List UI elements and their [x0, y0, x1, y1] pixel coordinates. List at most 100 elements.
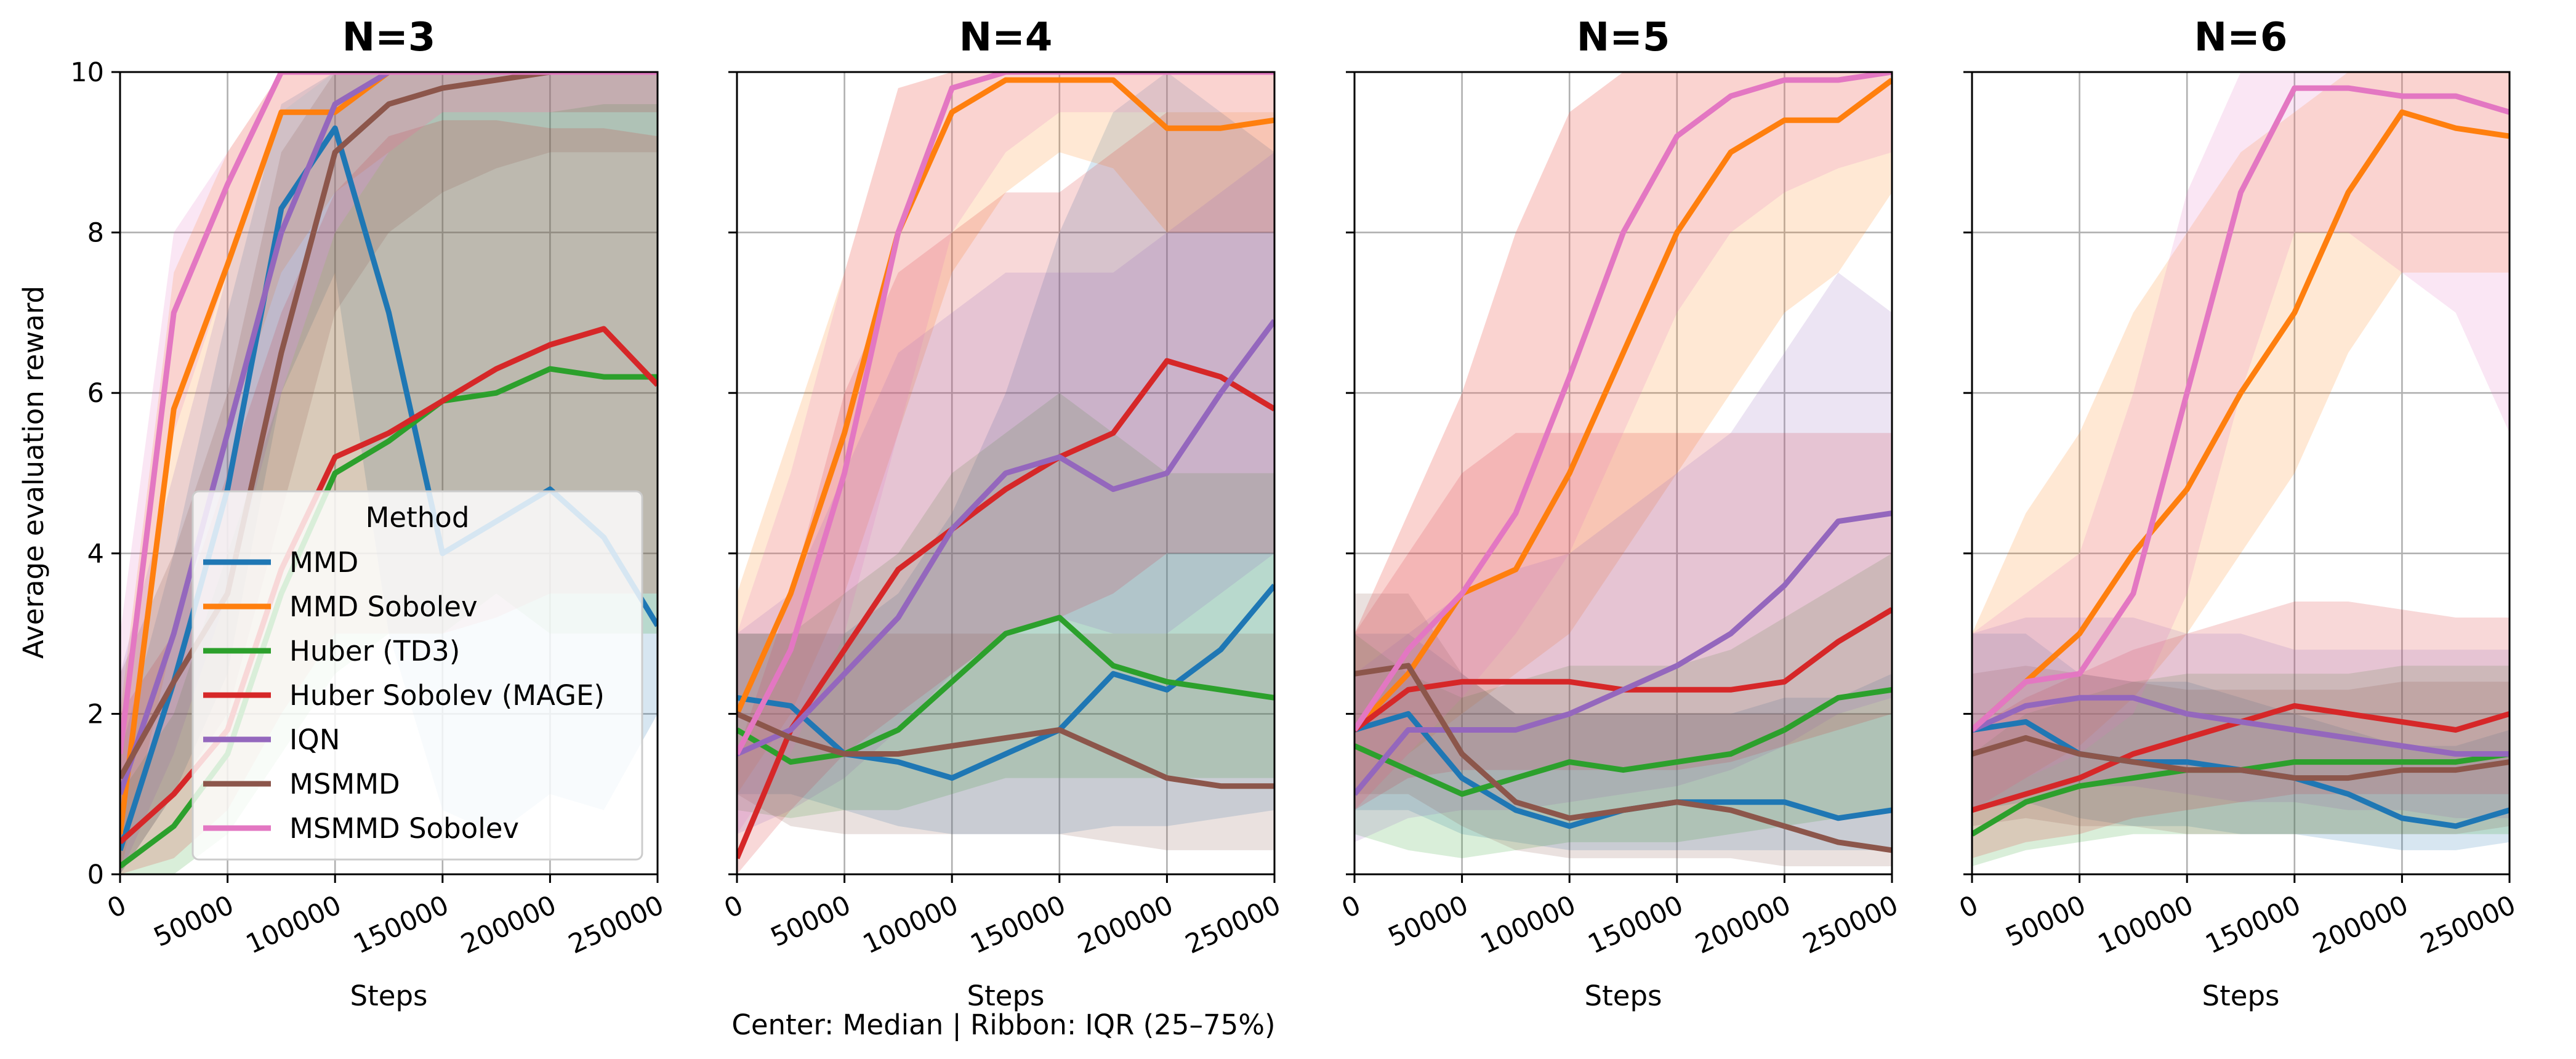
axes-frame	[1971, 71, 2511, 876]
iqr-ribbon-huber-sobolev-mage	[1972, 602, 2510, 858]
iqr-ribbon-huber-sobolev-mage	[1354, 433, 1892, 810]
legend-entry-msmmd: MSMMD	[203, 768, 400, 800]
x-axis-label: Steps	[350, 980, 428, 1012]
panel-n-5: 0 50000 100000 150000 200000 250000 N=5 Steps	[1337, 15, 1903, 1012]
y-tick-label: 4	[87, 539, 104, 570]
iqr-ribbon-iqn	[120, 72, 658, 874]
x-tick-label: 50000	[766, 890, 855, 953]
iqr-ribbon-msmmd-sobolev	[1972, 72, 2510, 810]
iqr-ribbon-msmmd	[120, 72, 658, 874]
iqr-ribbon-mmd-sobolev	[1972, 72, 2510, 810]
figure-footer: Center: Median | Ribbon: IQR (25–75%)	[731, 1009, 1275, 1041]
median-line-mmd-sobolev	[737, 77, 1274, 715]
median-line-huber-td3	[737, 614, 1274, 765]
median-line-mmd-sobolev	[1354, 78, 1892, 732]
legend-entry-mmd: MMD	[203, 546, 358, 579]
x-tick-label: 50000	[149, 890, 238, 953]
x-tick-label: 100000	[858, 890, 963, 960]
x-tick-label: 150000	[1584, 890, 1688, 960]
median-line-msmmd-sobolev	[120, 72, 658, 755]
x-tick-label: 200000	[1073, 890, 1178, 960]
x-tick-label: 200000	[2308, 890, 2413, 960]
x-tick-label: 0	[103, 890, 131, 925]
legend-entry-huber-sobolev-mage: Huber Sobolev (MAGE)	[203, 679, 605, 712]
iqr-ribbon-iqn	[737, 152, 1274, 834]
x-tick-label: 200000	[456, 890, 561, 960]
median-line-mmd-sobolev	[120, 72, 658, 835]
median-line-mmd	[737, 584, 1274, 781]
legend-label: MMD Sobolev	[289, 590, 478, 623]
y-tick-label: 2	[87, 699, 104, 730]
median-line-mmd-sobolev	[1972, 109, 2510, 732]
legend-label: MSMMD	[289, 768, 400, 800]
panel-title: N=3	[342, 15, 436, 60]
iqr-ribbon-mmd-sobolev	[1354, 72, 1892, 810]
iqr-ribbon-mmd-sobolev	[120, 72, 658, 874]
median-line-msmmd-sobolev	[737, 72, 1274, 755]
x-tick-label: 0	[720, 890, 748, 925]
axes-frame	[119, 71, 659, 876]
panel-n-4: 0 50000 100000 150000 200000 250000 N=4 Steps	[720, 15, 1286, 1012]
legend-entry-mmd-sobolev: MMD Sobolev	[203, 590, 478, 623]
x-tick-label: 100000	[2093, 890, 2198, 960]
iqr-ribbon-msmmd-sobolev	[1354, 72, 1892, 810]
iqr-ribbon-mmd-sobolev	[737, 72, 1274, 794]
median-line-huber-td3	[1354, 687, 1892, 797]
iqr-ribbon-huber-td3	[737, 393, 1274, 818]
x-tick-label: 100000	[1476, 890, 1580, 960]
y-tick-label: 10	[70, 57, 104, 88]
x-tick-label: 0	[1337, 890, 1366, 925]
iqr-ribbon-msmmd-sobolev	[737, 72, 1274, 834]
median-line-msmmd	[737, 711, 1274, 789]
y-axis-label: Average evaluation reward	[17, 286, 50, 659]
iqr-ribbon-huber-sobolev-mage	[737, 112, 1274, 874]
legend-label: MSMMD Sobolev	[289, 812, 519, 845]
iqr-ribbon-huber-td3	[1354, 553, 1892, 858]
x-tick-label: 200000	[1691, 890, 1795, 960]
plot-area	[1972, 72, 2510, 866]
x-tick-label: 250000	[2416, 890, 2521, 960]
x-axis-label: Steps	[1585, 980, 1662, 1012]
x-tick-label: 50000	[1383, 890, 1473, 953]
legend-entry-msmmd-sobolev: MSMMD Sobolev	[203, 812, 519, 845]
median-line-iqn	[1972, 695, 2510, 757]
x-tick-label: 150000	[966, 890, 1071, 960]
iqr-ribbon-msmmd	[1354, 594, 1892, 866]
x-tick-label: 150000	[349, 890, 454, 960]
legend-title: Method	[366, 501, 470, 534]
y-tick-label: 8	[87, 218, 104, 249]
median-line-iqn	[737, 319, 1274, 757]
median-line-msmmd-sobolev	[1354, 72, 1892, 732]
x-tick-label: 50000	[2001, 890, 2090, 953]
legend-label: MMD	[289, 546, 358, 579]
x-tick-label: 250000	[1181, 890, 1286, 960]
median-line-msmmd-sobolev	[1972, 85, 2510, 732]
y-tick-label: 6	[87, 378, 104, 409]
legend-entry-huber-td3: Huber (TD3)	[203, 635, 460, 667]
axes-frame	[736, 71, 1276, 876]
x-tick-label: 150000	[2201, 890, 2306, 960]
plot-area	[1354, 72, 1892, 866]
legend-label: Huber (TD3)	[289, 635, 460, 667]
median-line-msmmd	[1972, 735, 2510, 781]
legend-label: IQN	[289, 723, 340, 756]
x-axis-label: Steps	[2202, 980, 2280, 1012]
panel-n-6: 0 50000 100000 150000 200000 250000 N=6 Steps	[1955, 15, 2521, 1012]
legend-entry-iqn: IQN	[203, 723, 340, 756]
x-tick-label: 250000	[564, 890, 669, 960]
iqr-ribbon-mmd	[1972, 634, 2510, 850]
panel-title: N=5	[1577, 15, 1670, 60]
panel-title: N=6	[2194, 15, 2288, 60]
panel-title: N=4	[959, 15, 1053, 60]
y-tick-label: 0	[87, 860, 104, 890]
iqr-ribbon-iqn	[1354, 272, 1892, 842]
median-line-huber-sobolev-mage	[737, 358, 1274, 860]
plot-area	[737, 72, 1274, 874]
axes-frame	[1353, 71, 1893, 876]
median-line-msmmd	[1354, 662, 1892, 853]
iqr-ribbon-msmmd	[1972, 666, 2510, 834]
x-axis-label: Steps	[967, 980, 1045, 1012]
